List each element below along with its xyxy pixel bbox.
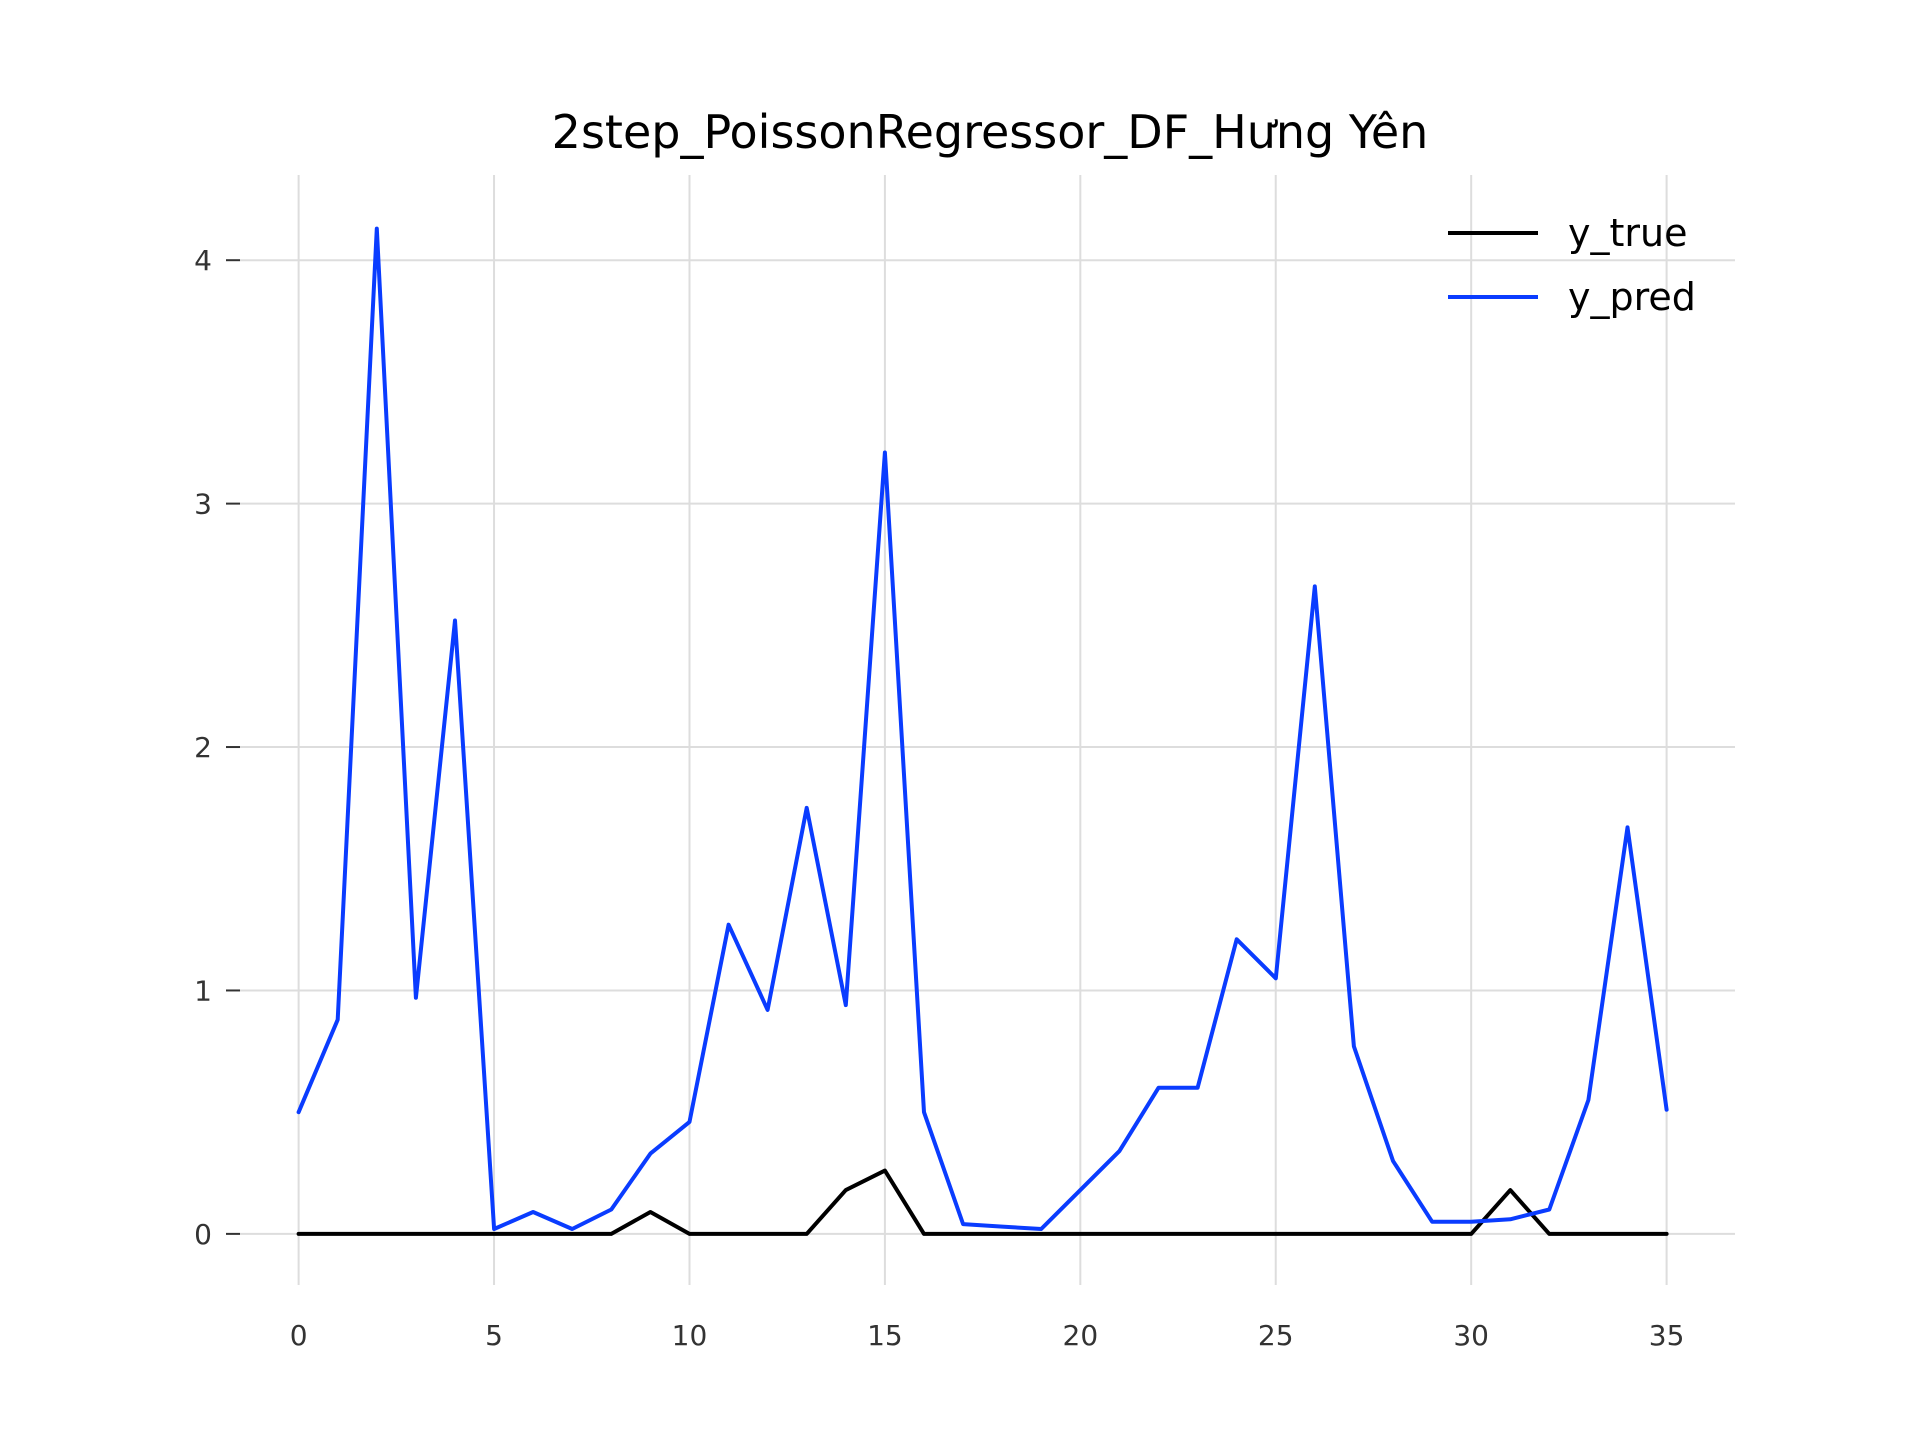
x-tick-label: 10 [672,1319,708,1352]
y-tick-label: 0 [194,1218,212,1251]
y-tick-label: 4 [194,244,212,277]
legend-label-y-true: y_true [1568,211,1687,255]
legend-label-y-pred: y_pred [1568,275,1696,319]
y-tick-label: 1 [194,974,212,1007]
chart-title: 2step_PoissonRegressor_DF_Hưng Yên [552,105,1429,159]
x-tick-label: 0 [290,1319,308,1352]
x-tick-label: 5 [485,1319,503,1352]
y-tick-label: 3 [194,488,212,521]
axes: 0 5 10 15 20 25 30 35 0 1 2 3 4 [194,244,1684,1352]
legend: y_true y_pred [1448,211,1696,319]
grid [240,175,1735,1285]
series-line-y-pred [296,226,1669,1231]
x-tick-label: 15 [867,1319,903,1352]
x-tick-label: 35 [1649,1319,1685,1352]
series-group [296,226,1669,1236]
series-line-y-true [296,1168,1669,1236]
x-tick-label: 25 [1258,1319,1294,1352]
y-tick-label: 2 [194,731,212,764]
x-tick-label: 30 [1453,1319,1489,1352]
x-tick-label: 20 [1063,1319,1099,1352]
